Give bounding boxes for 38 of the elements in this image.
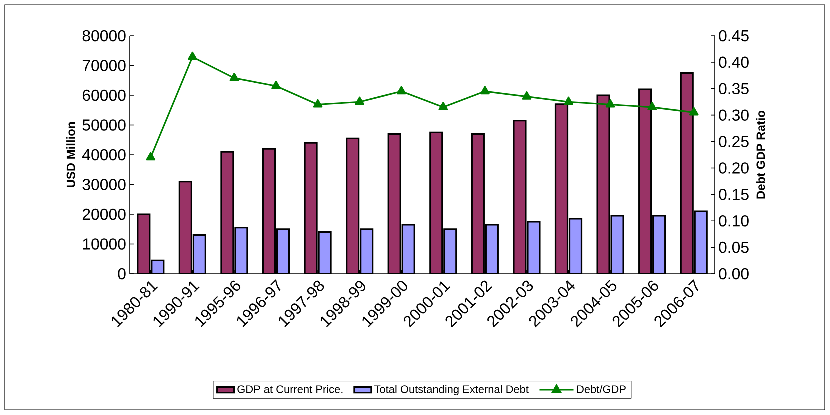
y-tick-label: 70000 — [82, 60, 126, 72]
y-tick-label: 0 — [118, 268, 126, 280]
point — [438, 102, 448, 110]
legend-label: Total Outstanding External Debt — [374, 385, 529, 396]
y2-tick-label: 0.10 — [719, 215, 749, 227]
y2-tick-label: 0.05 — [719, 242, 749, 254]
point — [313, 99, 323, 108]
y2-tick-label: 0.25 — [719, 136, 749, 148]
y-tick-label: 20000 — [82, 208, 126, 220]
point — [480, 86, 490, 95]
y2-tick-label: 0.30 — [719, 110, 749, 121]
point — [355, 96, 365, 106]
y2-tick-label: 0.35 — [719, 83, 749, 95]
y2-tick-label: 0.15 — [719, 189, 749, 200]
point — [606, 99, 616, 108]
legend-label: GDP at Current Price. — [238, 385, 343, 394]
y-tick-label: 60000 — [82, 90, 126, 102]
y-tick-label: 40000 — [82, 149, 126, 161]
y-axis-title: USD Million — [66, 122, 76, 188]
point — [272, 80, 281, 90]
y-tick-label: 50000 — [82, 120, 126, 131]
y-tick-label: 30000 — [82, 179, 126, 190]
y2-tick-label: 0.20 — [719, 162, 749, 174]
point — [564, 96, 574, 106]
point — [689, 107, 699, 116]
y2-tick-label: 0.40 — [719, 56, 749, 68]
point — [146, 152, 156, 161]
point — [522, 92, 532, 100]
point — [396, 86, 406, 95]
y2-axis-title: Debt GDP Ratio — [756, 110, 766, 199]
y2-tick-label: 0.00 — [719, 268, 749, 280]
point — [648, 102, 658, 110]
y-tick-label: 10000 — [83, 238, 126, 250]
y2-tick-label: 0.45 — [719, 30, 749, 42]
y-tick-label: 80000 — [82, 30, 126, 42]
point — [188, 52, 198, 60]
point — [230, 73, 240, 82]
legend-label: Debt/GDP — [577, 385, 626, 394]
